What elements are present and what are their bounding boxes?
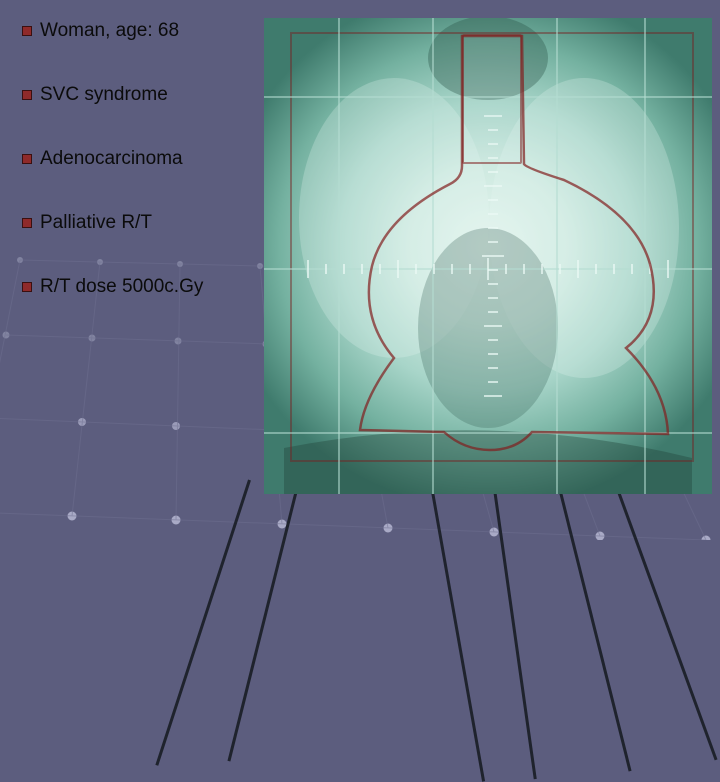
bullet-text: Woman, age: 68 — [40, 20, 179, 42]
treatment-field-contour — [264, 18, 712, 494]
bullet-list: Woman, age: 68 SVC syndrome Adenocarcino… — [22, 20, 203, 340]
list-item: SVC syndrome — [22, 84, 203, 106]
square-bullet-icon — [22, 282, 32, 292]
square-bullet-icon — [22, 90, 32, 100]
list-item: Palliative R/T — [22, 212, 203, 234]
bullet-text: R/T dose 5000c.Gy — [40, 276, 203, 298]
radiograph-panel — [264, 18, 712, 494]
bullet-text: SVC syndrome — [40, 84, 168, 106]
list-item: Adenocarcinoma — [22, 148, 203, 170]
list-item: R/T dose 5000c.Gy — [22, 276, 203, 298]
square-bullet-icon — [22, 154, 32, 164]
bullet-text: Adenocarcinoma — [40, 148, 183, 170]
bullet-text: Palliative R/T — [40, 212, 152, 234]
square-bullet-icon — [22, 218, 32, 228]
list-item: Woman, age: 68 — [22, 20, 203, 42]
square-bullet-icon — [22, 26, 32, 36]
